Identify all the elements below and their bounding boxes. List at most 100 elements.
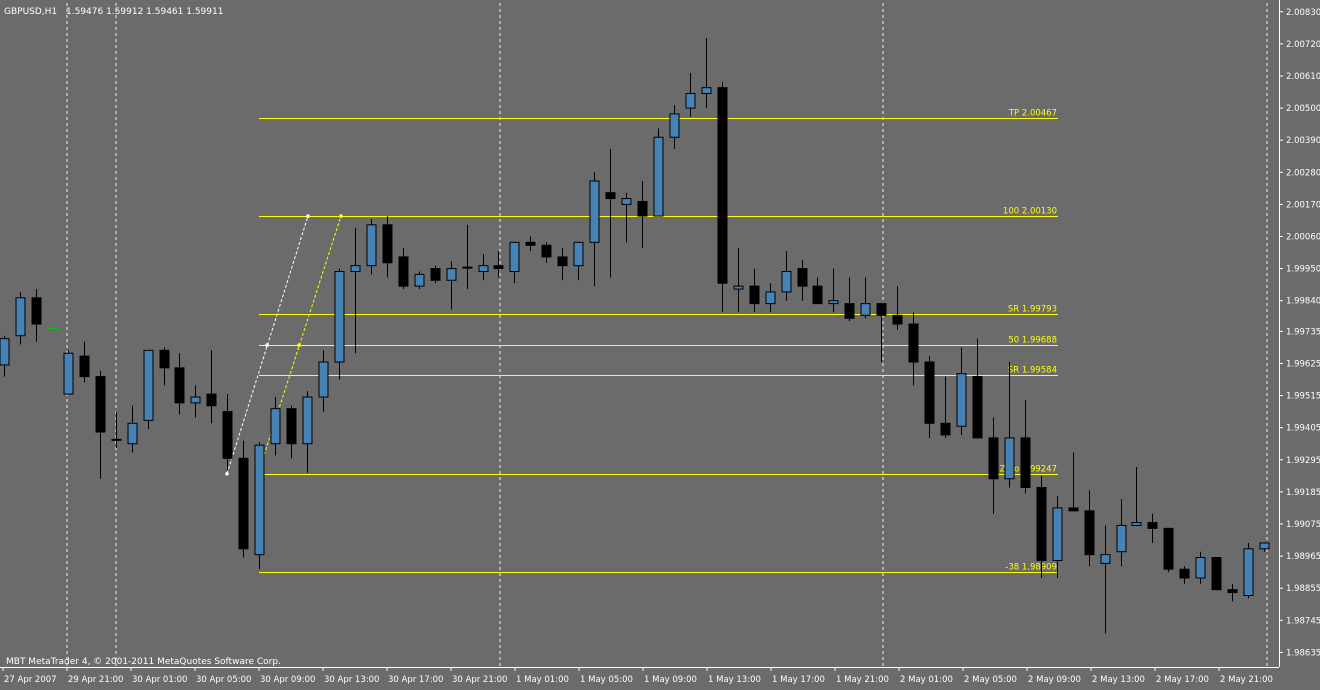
- candle[interactable]: [254, 442, 265, 570]
- candle[interactable]: [1243, 542, 1254, 599]
- candle[interactable]: [701, 38, 712, 109]
- candle-body[interactable]: [541, 244, 552, 258]
- candle-body[interactable]: [924, 361, 935, 424]
- candle[interactable]: [1036, 475, 1047, 578]
- candle-body[interactable]: [749, 285, 760, 305]
- candle[interactable]: [79, 341, 90, 383]
- candle-body[interactable]: [908, 323, 919, 363]
- candle[interactable]: [430, 265, 441, 284]
- candle-body[interactable]: [382, 224, 393, 264]
- candle-body[interactable]: [685, 92, 696, 109]
- candle-body[interactable]: [860, 303, 871, 316]
- candle[interactable]: [206, 350, 217, 424]
- candle[interactable]: [860, 277, 871, 319]
- candle-body[interactable]: [637, 200, 648, 217]
- candle[interactable]: [653, 128, 664, 217]
- candle[interactable]: [270, 397, 281, 456]
- candle-body[interactable]: [844, 303, 855, 319]
- candle[interactable]: [366, 218, 377, 275]
- candle-body[interactable]: [31, 297, 42, 325]
- candle-body[interactable]: [988, 437, 999, 480]
- candle-body[interactable]: [1163, 527, 1174, 570]
- candle-body[interactable]: [876, 303, 887, 316]
- candle-body[interactable]: [573, 241, 584, 267]
- candle[interactable]: [414, 271, 425, 290]
- candle-body[interactable]: [63, 352, 74, 395]
- candle-body[interactable]: [270, 408, 281, 445]
- candle[interactable]: [1084, 490, 1095, 567]
- candle[interactable]: [844, 277, 855, 322]
- candle[interactable]: [1100, 525, 1111, 634]
- candle[interactable]: [557, 248, 568, 281]
- candle-body[interactable]: [0, 338, 10, 366]
- candle-body[interactable]: [1211, 557, 1222, 591]
- candle-body[interactable]: [446, 268, 457, 281]
- candle[interactable]: [382, 216, 393, 278]
- candle-body[interactable]: [1116, 524, 1127, 553]
- candle[interactable]: [940, 376, 951, 438]
- candle-body[interactable]: [206, 393, 217, 407]
- trend-anchor-point[interactable]: [339, 214, 343, 218]
- candle-body[interactable]: [1004, 437, 1015, 480]
- trend-anchor-point[interactable]: [265, 343, 269, 347]
- candle[interactable]: [637, 181, 648, 249]
- candle[interactable]: [589, 172, 600, 287]
- candle-body[interactable]: [1036, 487, 1047, 561]
- candle[interactable]: [908, 312, 919, 386]
- candle-body[interactable]: [701, 87, 712, 94]
- candle-body[interactable]: [1100, 554, 1111, 564]
- candle-body[interactable]: [398, 256, 409, 287]
- candle[interactable]: [493, 251, 504, 278]
- candle-body[interactable]: [589, 180, 600, 243]
- candle[interactable]: [1068, 452, 1079, 512]
- candle[interactable]: [286, 405, 297, 459]
- candle-body[interactable]: [1195, 557, 1206, 579]
- candle-body[interactable]: [493, 265, 504, 270]
- candle[interactable]: [797, 259, 808, 301]
- candle[interactable]: [1211, 557, 1222, 591]
- candle[interactable]: [956, 347, 967, 435]
- candle[interactable]: [605, 148, 616, 278]
- candle[interactable]: [573, 241, 584, 281]
- candle[interactable]: [111, 411, 122, 449]
- candle-body[interactable]: [621, 198, 632, 205]
- candle-body[interactable]: [1179, 568, 1190, 579]
- candle-body[interactable]: [940, 422, 951, 436]
- candle-body[interactable]: [653, 136, 664, 217]
- candle-body[interactable]: [1084, 510, 1095, 556]
- candle-body[interactable]: [1068, 507, 1079, 512]
- trend-anchor-point[interactable]: [225, 471, 229, 476]
- candle-body[interactable]: [972, 376, 983, 439]
- candle-body[interactable]: [1243, 548, 1254, 596]
- candle[interactable]: [1195, 551, 1206, 584]
- candle[interactable]: [398, 248, 409, 290]
- candle-body[interactable]: [302, 396, 313, 445]
- candle-body[interactable]: [334, 271, 345, 363]
- candle-body[interactable]: [95, 376, 106, 433]
- candle[interactable]: [1163, 527, 1174, 573]
- candle-body[interactable]: [509, 241, 520, 273]
- candle[interactable]: [350, 227, 361, 354]
- candle[interactable]: [478, 254, 489, 281]
- candle-body[interactable]: [1227, 589, 1238, 594]
- candle-body[interactable]: [717, 87, 728, 284]
- candle[interactable]: [222, 394, 233, 470]
- candle[interactable]: [1020, 399, 1031, 494]
- candle-body[interactable]: [812, 285, 823, 305]
- candle[interactable]: [669, 105, 680, 149]
- candle[interactable]: [924, 356, 935, 438]
- candle-body[interactable]: [318, 361, 329, 398]
- candle-body[interactable]: [478, 265, 489, 273]
- candle[interactable]: [685, 73, 696, 117]
- candle[interactable]: [446, 261, 457, 310]
- candle[interactable]: [190, 385, 201, 418]
- candle[interactable]: [15, 291, 26, 345]
- candle-body[interactable]: [733, 285, 744, 290]
- candle-body[interactable]: [1020, 437, 1031, 489]
- candle[interactable]: [1131, 467, 1142, 526]
- candle-body[interactable]: [238, 457, 249, 550]
- candle[interactable]: [812, 277, 823, 305]
- candle-body[interactable]: [366, 224, 377, 267]
- candle-body[interactable]: [174, 367, 185, 404]
